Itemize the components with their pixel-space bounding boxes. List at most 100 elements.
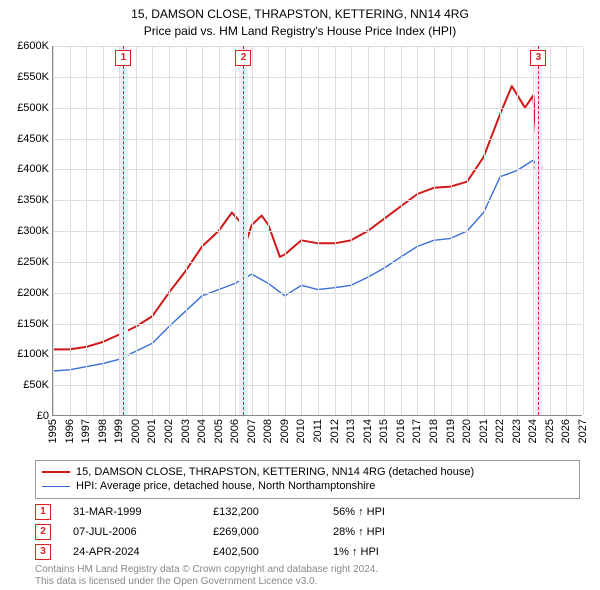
x-axis-tick-label: 2022: [494, 419, 506, 443]
x-axis-tick-label: 2004: [196, 419, 208, 443]
x-axis-tick-label: 2006: [229, 419, 241, 443]
sales-row: 3 24-APR-2024 £402,500 1% ↑ HPI: [35, 542, 453, 562]
gridline-vertical: [401, 46, 402, 415]
gridline-vertical: [119, 46, 120, 415]
sale-marker-line: [538, 46, 539, 415]
gridline-vertical: [384, 46, 385, 415]
x-axis-tick-label: 2002: [163, 419, 175, 443]
x-axis-tick-label: 1996: [64, 419, 76, 443]
gridline-vertical: [252, 46, 253, 415]
x-axis-tick-label: 2014: [362, 419, 374, 443]
x-axis-tick-label: 2019: [445, 419, 457, 443]
gridline-vertical: [517, 46, 518, 415]
x-axis-tick-label: 2024: [527, 419, 539, 443]
legend-row-property: 15, DAMSON CLOSE, THRAPSTON, KETTERING, …: [42, 465, 573, 479]
x-axis-tick-label: 2018: [428, 419, 440, 443]
gridline-vertical: [417, 46, 418, 415]
footer: Contains HM Land Registry data © Crown c…: [35, 564, 378, 588]
gridline-vertical: [136, 46, 137, 415]
sales-row: 2 07-JUL-2006 £269,000 28% ↑ HPI: [35, 522, 453, 542]
y-axis-tick-label: £200K: [17, 287, 49, 299]
y-axis-tick-label: £150K: [17, 318, 49, 330]
gridline-vertical: [86, 46, 87, 415]
sale-marker-line: [123, 46, 124, 415]
title-block: 15, DAMSON CLOSE, THRAPSTON, KETTERING, …: [0, 0, 600, 40]
x-axis-tick-label: 1997: [80, 419, 92, 443]
x-axis-tick-label: 2001: [146, 419, 158, 443]
x-axis-tick-label: 2016: [395, 419, 407, 443]
sales-table: 1 31-MAR-1999 £132,200 56% ↑ HPI 2 07-JU…: [35, 502, 453, 562]
x-axis-tick-label: 2009: [279, 419, 291, 443]
x-axis-tick-label: 2008: [262, 419, 274, 443]
x-axis-tick-label: 2025: [544, 419, 556, 443]
sale-price: £269,000: [213, 526, 333, 538]
x-axis-tick-label: 1999: [113, 419, 125, 443]
y-axis-tick-label: £450K: [17, 133, 49, 145]
chart-container: 15, DAMSON CLOSE, THRAPSTON, KETTERING, …: [0, 0, 600, 590]
x-axis-tick-label: 2021: [478, 419, 490, 443]
x-axis-tick-label: 2027: [577, 419, 589, 443]
sale-marker-number: 1: [115, 50, 131, 66]
gridline-vertical: [351, 46, 352, 415]
y-axis-tick-label: £500K: [17, 102, 49, 114]
x-axis-tick-label: 2005: [213, 419, 225, 443]
legend: 15, DAMSON CLOSE, THRAPSTON, KETTERING, …: [35, 460, 580, 499]
gridline-vertical: [500, 46, 501, 415]
sale-marker-badge: 3: [35, 544, 51, 560]
y-axis-tick-label: £100K: [17, 348, 49, 360]
gridline-vertical: [53, 46, 54, 415]
sale-date: 07-JUL-2006: [73, 526, 213, 538]
sale-delta: 56% ↑ HPI: [333, 506, 453, 518]
gridline-vertical: [202, 46, 203, 415]
sale-price: £402,500: [213, 546, 333, 558]
gridline-vertical: [434, 46, 435, 415]
chart-plot-area: £0£50K£100K£150K£200K£250K£300K£350K£400…: [52, 46, 582, 416]
sale-date: 24-APR-2024: [73, 546, 213, 558]
legend-row-hpi: HPI: Average price, detached house, Nort…: [42, 479, 573, 493]
y-axis-tick-label: £250K: [17, 256, 49, 268]
sales-row: 1 31-MAR-1999 £132,200 56% ↑ HPI: [35, 502, 453, 522]
x-axis-tick-label: 2013: [345, 419, 357, 443]
x-axis-tick-label: 1995: [47, 419, 59, 443]
y-axis-tick-label: £600K: [17, 40, 49, 52]
sale-price: £132,200: [213, 506, 333, 518]
x-axis-tick-label: 2010: [295, 419, 307, 443]
x-axis-tick-label: 2020: [461, 419, 473, 443]
x-axis-tick-label: 2011: [312, 419, 324, 443]
y-axis-tick-label: £300K: [17, 225, 49, 237]
y-axis-tick-label: £50K: [23, 379, 49, 391]
footer-line-1: Contains HM Land Registry data © Crown c…: [35, 564, 378, 576]
x-axis-tick-label: 2023: [511, 419, 523, 443]
sale-marker-badge: 1: [35, 504, 51, 520]
gridline-vertical: [583, 46, 584, 415]
legend-label-hpi: HPI: Average price, detached house, Nort…: [76, 479, 375, 493]
sale-delta: 1% ↑ HPI: [333, 546, 453, 558]
gridline-vertical: [301, 46, 302, 415]
gridline-vertical: [169, 46, 170, 415]
gridline-vertical: [219, 46, 220, 415]
gridline-vertical: [550, 46, 551, 415]
legend-swatch-hpi: [42, 486, 70, 487]
y-axis-tick-label: £350K: [17, 194, 49, 206]
sale-marker-number: 2: [235, 50, 251, 66]
sale-marker-number: 3: [530, 50, 546, 66]
legend-swatch-property: [42, 471, 70, 473]
gridline-vertical: [103, 46, 104, 415]
gridline-vertical: [484, 46, 485, 415]
x-axis-tick-label: 2007: [246, 419, 258, 443]
gridline-vertical: [566, 46, 567, 415]
x-axis-tick-label: 2017: [411, 419, 423, 443]
gridline-vertical: [533, 46, 534, 415]
gridline-vertical: [335, 46, 336, 415]
gridline-vertical: [152, 46, 153, 415]
gridline-vertical: [285, 46, 286, 415]
footer-line-2: This data is licensed under the Open Gov…: [35, 576, 378, 588]
y-axis-tick-label: £550K: [17, 71, 49, 83]
gridline-vertical: [186, 46, 187, 415]
sale-marker-line: [243, 46, 244, 415]
x-axis-tick-label: 2012: [329, 419, 341, 443]
sale-marker-badge: 2: [35, 524, 51, 540]
gridline-vertical: [235, 46, 236, 415]
gridline-vertical: [451, 46, 452, 415]
sale-delta: 28% ↑ HPI: [333, 526, 453, 538]
